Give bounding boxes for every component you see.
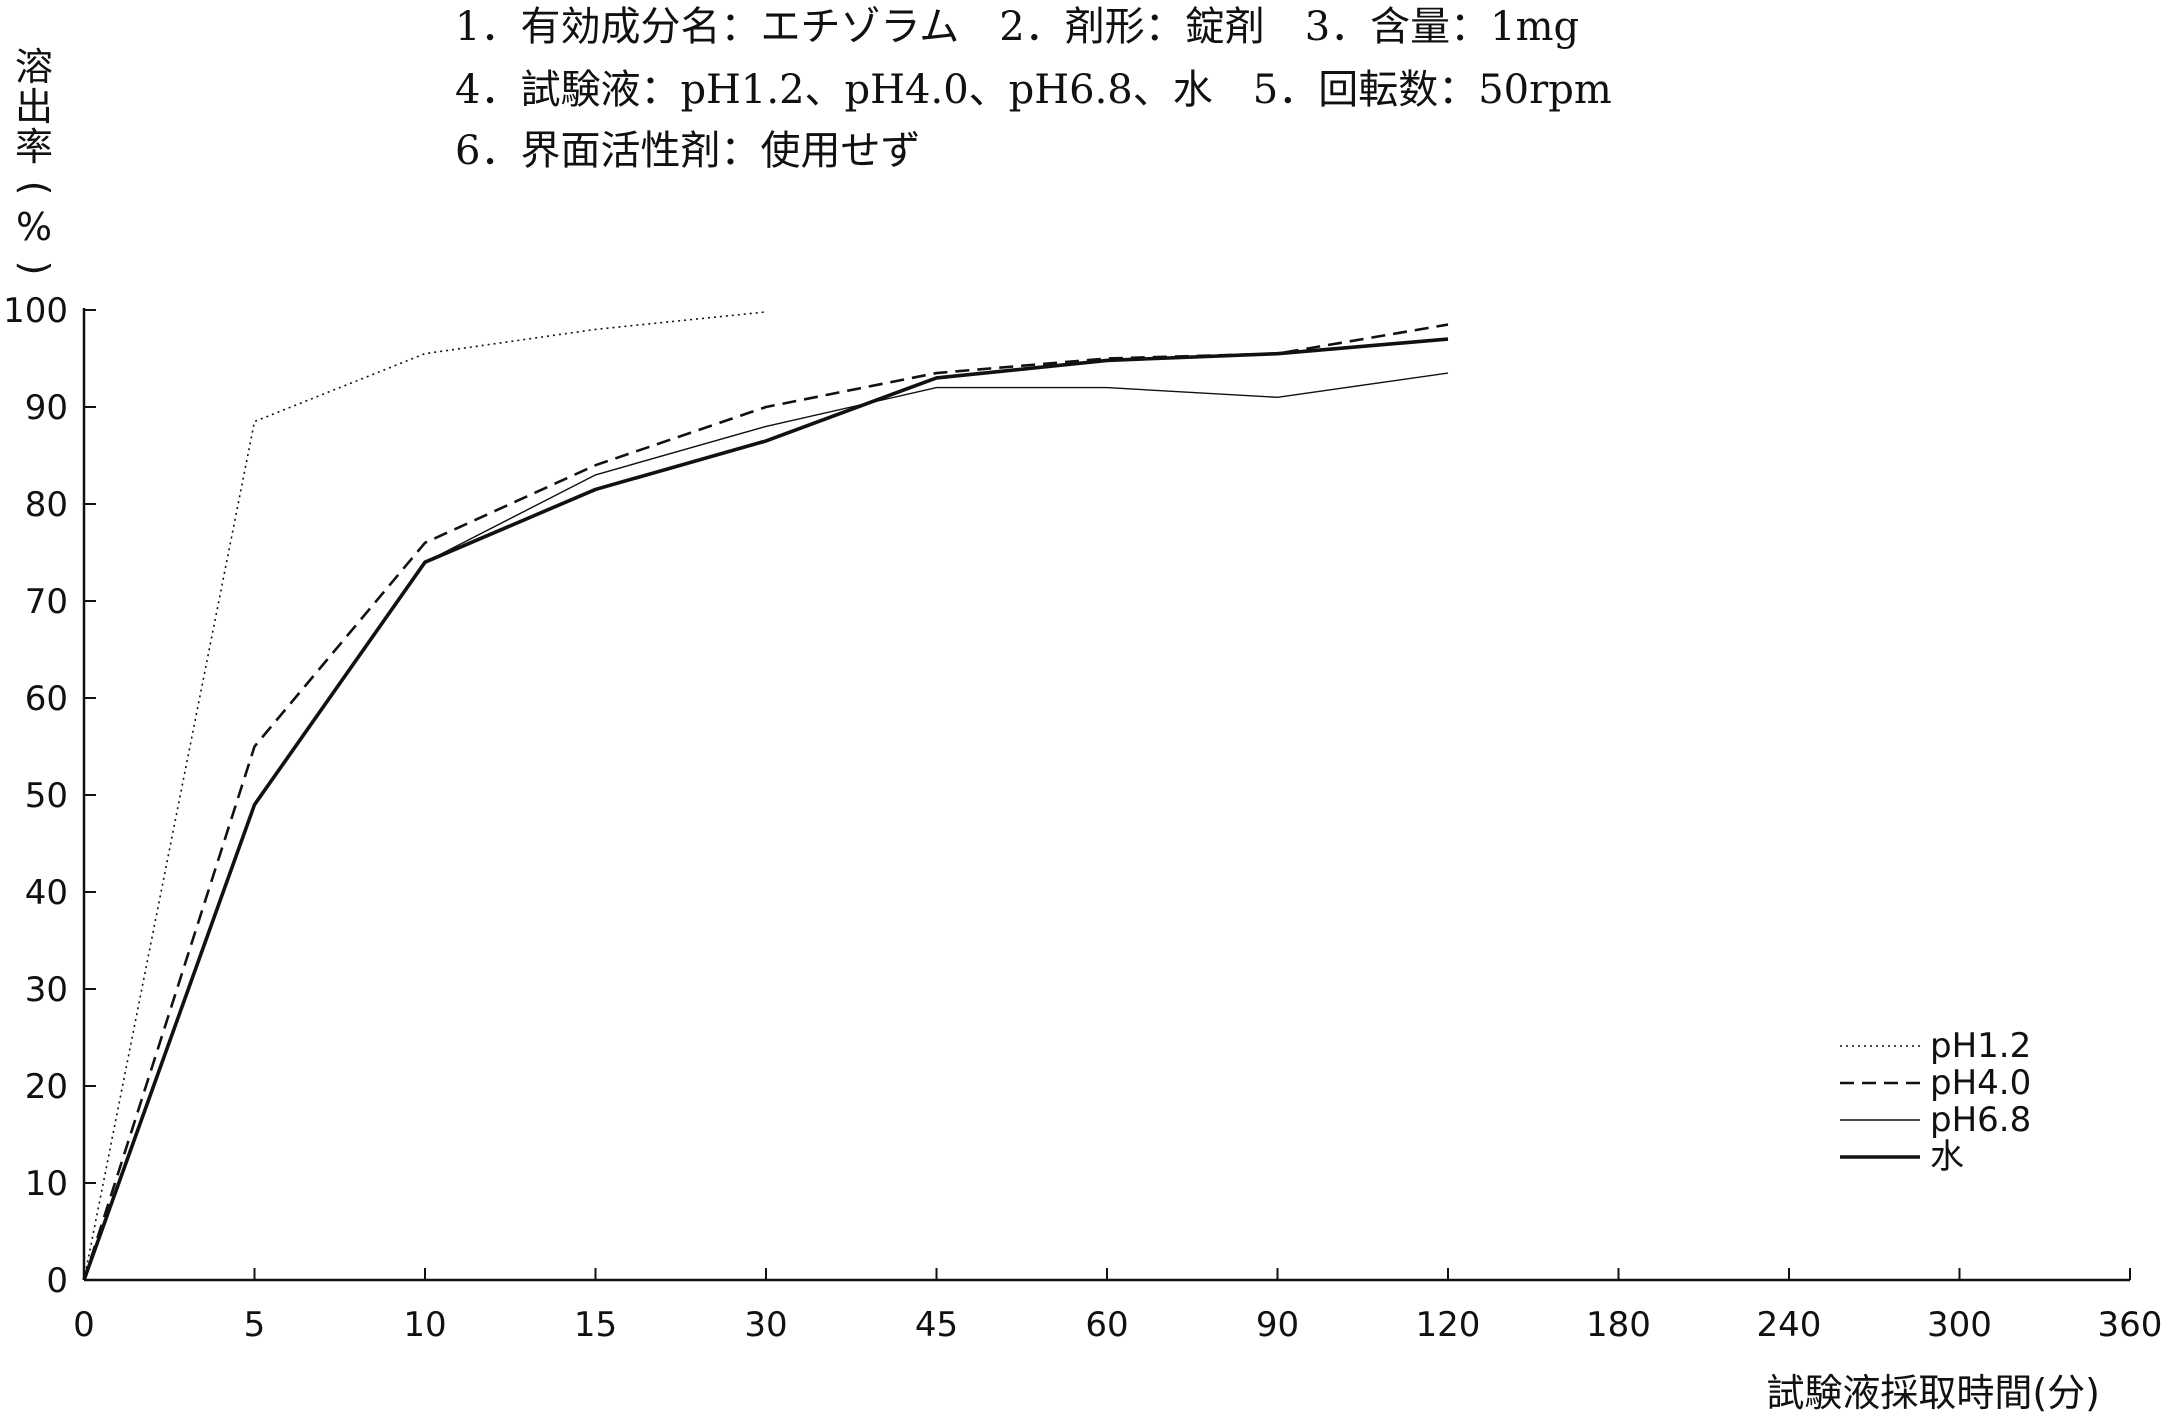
test-conditions-header: 1．有効成分名：エチゾラム 2．剤形：錠剤 3．含量：1mg 4．試験液：pH1… bbox=[455, 4, 1612, 174]
y-tick-label: 50 bbox=[25, 776, 68, 816]
x-tick-label: 240 bbox=[1757, 1305, 1822, 1345]
y-axis-label-char: ( bbox=[13, 181, 57, 196]
x-tick-label: 180 bbox=[1586, 1305, 1651, 1345]
series-line-1 bbox=[83, 311, 767, 1281]
x-tick-label: 60 bbox=[1085, 1305, 1128, 1345]
y-tick-label: 70 bbox=[25, 582, 68, 622]
y-tick-label: 20 bbox=[25, 1067, 68, 1107]
y-tick-label: 90 bbox=[25, 388, 68, 428]
y-tick-label: 60 bbox=[25, 679, 68, 719]
x-tick-label: 45 bbox=[915, 1305, 958, 1345]
x-tick-label: 300 bbox=[1927, 1305, 1992, 1345]
header-line-1: 1．有効成分名：エチゾラム 2．剤形：錠剤 3．含量：1mg bbox=[455, 4, 1579, 50]
legend-label: pH1.2 bbox=[1930, 1026, 2031, 1066]
header-line-3: 6．界面活性剤：使用せず bbox=[455, 128, 920, 174]
y-axis-label-char: 出 bbox=[15, 85, 53, 129]
y-axis-label: 溶出率 (%) bbox=[13, 45, 57, 275]
y-axis-label-char: % bbox=[16, 205, 52, 249]
y-tick-label: 0 bbox=[46, 1261, 68, 1301]
legend-label: pH4.0 bbox=[1930, 1063, 2031, 1103]
y-axis-label-char: 溶 bbox=[15, 45, 53, 89]
y-axis-label-char: 率 bbox=[15, 125, 53, 169]
x-tick-label: 10 bbox=[403, 1305, 446, 1345]
y-tick-label: 10 bbox=[25, 1164, 68, 1204]
x-tick-label: 30 bbox=[744, 1305, 787, 1345]
y-axis-label-char: ) bbox=[13, 261, 57, 276]
x-axis-ticks: 0 5 10 15 30 45 60 90 120 180 240 300 360 bbox=[73, 1268, 2162, 1345]
x-tick-label: 5 bbox=[244, 1305, 266, 1345]
x-tick-label: 120 bbox=[1416, 1305, 1481, 1345]
x-tick-label: 0 bbox=[73, 1305, 95, 1345]
series-line-4 bbox=[82, 337, 1449, 1281]
x-tick-label: 90 bbox=[1256, 1305, 1299, 1345]
y-tick-label: 40 bbox=[25, 873, 68, 913]
legend-label: 水 bbox=[1930, 1137, 1964, 1177]
y-axis-ticks: 0 10 20 30 40 50 60 70 80 90 100 bbox=[3, 291, 96, 1301]
legend-label: pH6.8 bbox=[1930, 1100, 2031, 1140]
x-axis-label: 試験液採取時間(分) bbox=[1766, 1371, 2100, 1415]
y-tick-label: 80 bbox=[25, 485, 68, 525]
axes bbox=[82, 308, 2130, 1282]
y-tick-label: 100 bbox=[3, 291, 68, 331]
y-tick-label: 30 bbox=[25, 970, 68, 1010]
series-lines bbox=[82, 311, 1449, 1281]
x-tick-label: 15 bbox=[574, 1305, 617, 1345]
series-line-3 bbox=[83, 372, 1449, 1281]
series-line-2 bbox=[82, 323, 1449, 1281]
header-line-2: 4．試験液：pH1.2、pH4.0、pH6.8、水 5．回転数：50rpm bbox=[455, 67, 1612, 113]
x-tick-label: 360 bbox=[2098, 1305, 2163, 1345]
